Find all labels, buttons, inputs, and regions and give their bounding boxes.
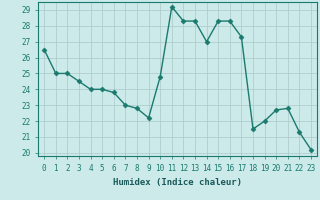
X-axis label: Humidex (Indice chaleur): Humidex (Indice chaleur) — [113, 178, 242, 187]
